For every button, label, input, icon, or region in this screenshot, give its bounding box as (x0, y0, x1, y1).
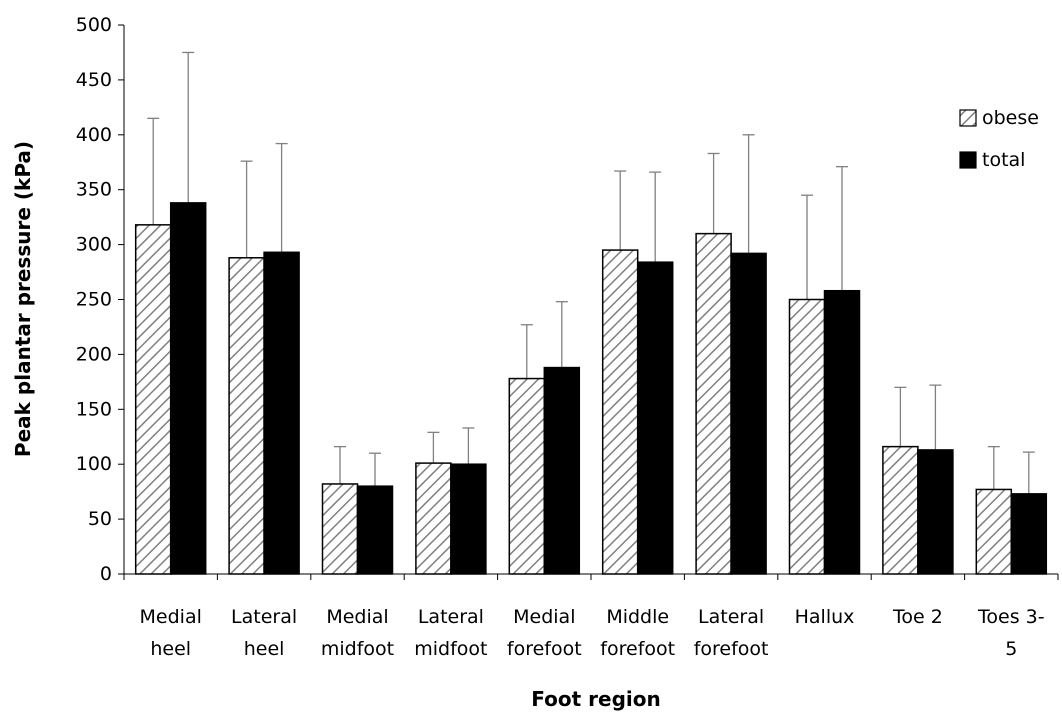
bar-obese (415, 462, 452, 575)
legend-swatch-total (959, 151, 977, 169)
bar-obese (601, 249, 639, 575)
legend-label-obese: obese (982, 107, 1039, 129)
y-axis-title: Peak plantar pressure (kPa) (11, 141, 35, 457)
bar-obese (134, 224, 172, 575)
bar-obese (975, 488, 1013, 575)
bar-obese (788, 298, 826, 575)
x-tick-label: Medial (140, 606, 202, 628)
x-tick-label: Hallux (795, 606, 855, 628)
y-tick-label: 0 (100, 563, 112, 585)
bar-total (823, 289, 861, 575)
y-tick-label: 350 (76, 179, 112, 201)
bar-total (543, 366, 581, 575)
bar-total (450, 463, 487, 575)
x-tick-label: forefoot (694, 638, 769, 660)
bar-obese (321, 483, 359, 575)
bar-total (169, 202, 207, 575)
x-tick-label: forefoot (600, 638, 675, 660)
bar-total (917, 449, 954, 575)
y-tick-label: 50 (88, 508, 112, 530)
bar-obese (508, 377, 546, 575)
y-tick-label: 300 (76, 234, 112, 256)
x-tick-label: forefoot (507, 638, 582, 660)
x-tick-label: Toes 3- (977, 606, 1045, 628)
bar-total (356, 485, 394, 575)
y-tick-label: 250 (76, 289, 112, 311)
y-tick-label: 200 (76, 343, 112, 365)
x-tick-label: Middle (606, 606, 669, 628)
x-tick-label: Lateral (698, 606, 764, 628)
x-tick-label: Medial (326, 606, 388, 628)
y-tick-label: 400 (76, 124, 112, 146)
y-tick-label: 500 (76, 14, 112, 36)
legend-label-total: total (982, 149, 1025, 171)
x-tick-label: Medial (513, 606, 575, 628)
x-tick-label: Toe 2 (892, 606, 943, 628)
bar-total (636, 261, 674, 575)
x-tick-label: heel (150, 638, 191, 660)
x-tick-label: midfoot (414, 638, 487, 660)
y-tick-label: 150 (76, 398, 112, 420)
bar-obese (882, 445, 919, 575)
y-tick-label: 100 (76, 453, 112, 475)
bar-obese (228, 257, 265, 575)
x-axis-title: Foot region (531, 687, 660, 711)
bar-total (730, 252, 767, 575)
legend-swatch-obese (959, 109, 977, 127)
bar-total (263, 251, 300, 575)
x-tick-label: midfoot (321, 638, 394, 660)
x-tick-label: Lateral (418, 606, 484, 628)
plot-area: 0 50 100 150 200 250 300 350 400 450 500 Medial heel… (76, 14, 1059, 660)
x-tick-label: heel (244, 638, 285, 660)
x-tick-label: 5 (1005, 638, 1017, 660)
bar-obese (695, 232, 732, 575)
bar-total (1010, 493, 1048, 575)
legend: obese total (959, 107, 1039, 171)
y-tick-label: 450 (76, 69, 112, 91)
x-tick-label: Lateral (231, 606, 297, 628)
